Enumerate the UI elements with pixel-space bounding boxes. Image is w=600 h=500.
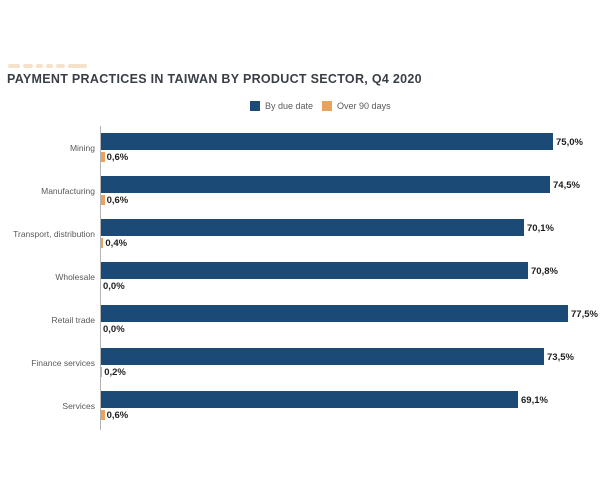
value-label-by-due-date: 74,5% bbox=[553, 179, 580, 191]
y-axis-line bbox=[100, 126, 101, 430]
value-label-over-90-days: 0,0% bbox=[103, 323, 125, 335]
value-label-over-90-days: 0,0% bbox=[103, 280, 125, 292]
chart-title: PAYMENT PRACTICES IN TAIWAN BY PRODUCT S… bbox=[7, 72, 422, 86]
watermark-dash bbox=[46, 64, 53, 68]
watermark-dash bbox=[36, 64, 43, 68]
legend-item-by-due-date: By due date bbox=[250, 101, 313, 111]
legend-swatch-by-due-date bbox=[250, 101, 260, 111]
value-label-by-due-date: 75,0% bbox=[556, 136, 583, 148]
value-label-over-90-days: 0,6% bbox=[106, 409, 129, 421]
category-label: Transport, distribution bbox=[13, 229, 95, 239]
bar-by-due-date bbox=[101, 305, 568, 322]
watermark-dash bbox=[8, 64, 20, 68]
value-label-over-90-days: 0,6% bbox=[106, 151, 129, 163]
watermark-dash bbox=[68, 64, 87, 68]
bar-over-90-days bbox=[101, 367, 103, 377]
category-label: Services bbox=[62, 401, 95, 411]
watermark-dash bbox=[23, 64, 33, 68]
bar-by-due-date bbox=[101, 219, 524, 236]
bar-by-due-date bbox=[101, 262, 528, 279]
legend-label-over-90-days: Over 90 days bbox=[337, 101, 391, 111]
value-label-over-90-days: 0,4% bbox=[105, 237, 128, 249]
watermark-dash bbox=[56, 64, 65, 68]
legend-item-over-90-days: Over 90 days bbox=[322, 101, 391, 111]
category-label: Finance services bbox=[31, 358, 95, 368]
value-label-by-due-date: 73,5% bbox=[547, 351, 574, 363]
value-label-by-due-date: 69,1% bbox=[521, 394, 548, 406]
value-label-by-due-date: 70,8% bbox=[531, 265, 558, 277]
value-label-by-due-date: 77,5% bbox=[571, 308, 598, 320]
chart-legend: By due date Over 90 days bbox=[250, 101, 391, 111]
bar-over-90-days bbox=[101, 238, 104, 248]
faded-watermark bbox=[8, 64, 87, 68]
bar-by-due-date bbox=[101, 391, 518, 408]
bar-by-due-date bbox=[101, 133, 553, 150]
bar-by-due-date bbox=[101, 348, 544, 365]
legend-label-by-due-date: By due date bbox=[265, 101, 314, 111]
value-label-over-90-days: 0,6% bbox=[106, 194, 129, 206]
value-label-over-90-days: 0,2% bbox=[104, 366, 126, 378]
category-label: Wholesale bbox=[55, 272, 95, 282]
bar-over-90-days bbox=[101, 152, 105, 162]
category-label: Retail trade bbox=[51, 315, 95, 325]
category-label: Mining bbox=[69, 143, 95, 153]
legend-swatch-over-90-days bbox=[322, 101, 333, 111]
bar-over-90-days bbox=[101, 410, 105, 420]
value-label-by-due-date: 70,1% bbox=[527, 222, 554, 234]
bar-by-due-date bbox=[101, 176, 550, 193]
bar-over-90-days bbox=[101, 195, 105, 205]
category-label: Manufacturing bbox=[41, 186, 95, 196]
